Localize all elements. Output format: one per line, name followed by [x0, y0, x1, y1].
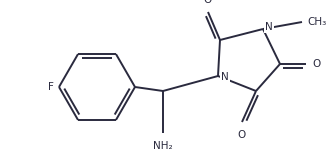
Text: O: O	[204, 0, 212, 5]
Text: N: N	[221, 72, 229, 82]
Text: N: N	[265, 22, 273, 32]
Text: O: O	[237, 130, 245, 140]
Text: CH₃: CH₃	[307, 17, 326, 27]
Text: O: O	[312, 59, 320, 69]
Text: F: F	[48, 82, 54, 92]
Text: NH₂: NH₂	[153, 141, 173, 151]
